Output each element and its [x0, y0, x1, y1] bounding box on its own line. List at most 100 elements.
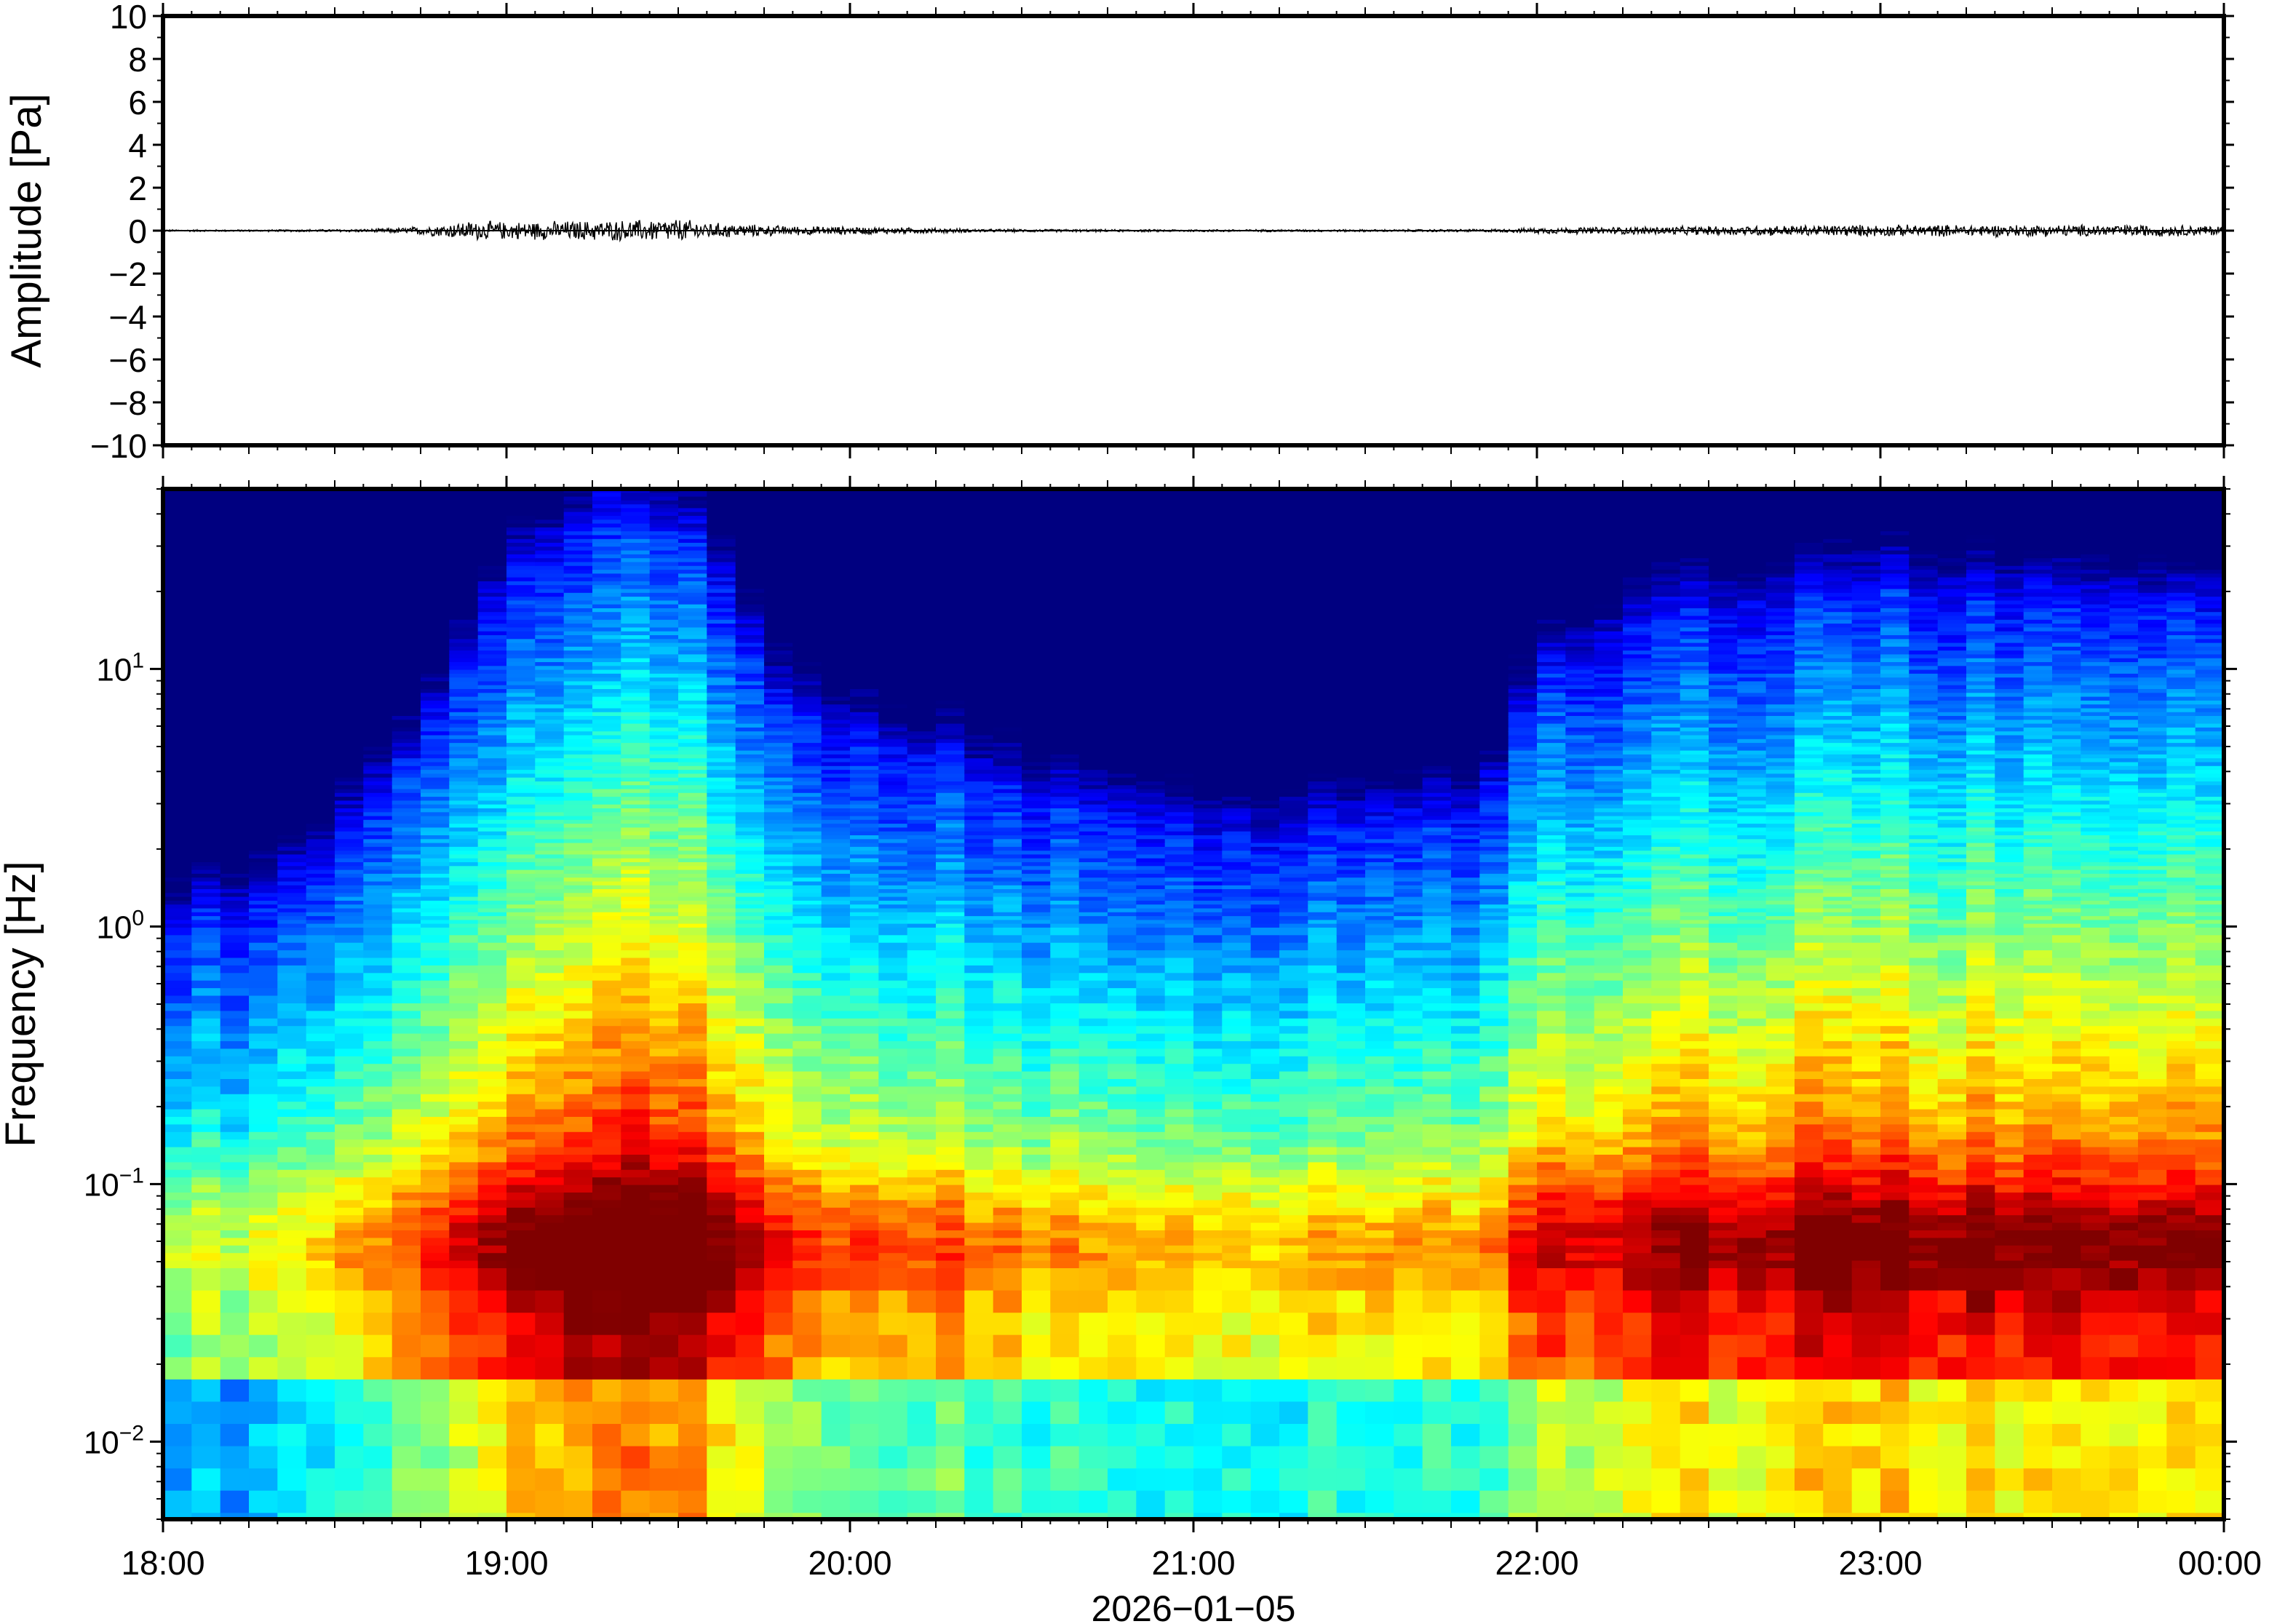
spectrogram-cell: [850, 935, 880, 944]
spectrogram-cell: [649, 792, 679, 797]
spectrogram-cell: [563, 797, 593, 802]
spectrogram-cell: [421, 893, 450, 898]
spectrogram-cell: [735, 804, 765, 809]
spectrogram-cell: [449, 604, 479, 609]
spectrogram-cell: [707, 1131, 736, 1140]
spectrogram-cell: [249, 731, 279, 736]
spectrogram-cell: [421, 1268, 450, 1291]
spectrogram-cell: [220, 1086, 250, 1095]
spectrogram-cell: [649, 916, 679, 921]
spectrogram-cell: [792, 1222, 822, 1231]
spectrogram-cell: [764, 512, 794, 517]
spectrogram-cell: [649, 920, 679, 925]
spectrogram-cell: [277, 873, 307, 878]
spectrogram-cell: [592, 1139, 622, 1148]
spectrogram-cell: [735, 619, 765, 624]
spectrogram-cell: [535, 1162, 565, 1171]
spectrogram-cell: [735, 1018, 765, 1027]
spectrogram-cell: [421, 1238, 450, 1246]
spectrogram-cell: [421, 973, 450, 982]
spectrogram-cell: [707, 1446, 736, 1469]
spectrogram-cell: [735, 900, 765, 905]
spectrogram-cell: [477, 1064, 507, 1072]
spectrogram-cell: [449, 927, 479, 936]
spectrogram-cell: [764, 995, 794, 1004]
spectrogram-cell: [563, 889, 593, 894]
spectrogram-cell: [621, 735, 651, 740]
spectrogram-cell: [621, 1094, 651, 1102]
spectrogram-cell: [649, 496, 679, 501]
spectrogram-cell: [678, 1313, 708, 1336]
spectrogram-cell: [363, 973, 393, 982]
spectrogram-cell: [936, 1185, 966, 1193]
spectrogram-cell: [821, 669, 851, 674]
spectrogram-cell: [220, 1102, 250, 1110]
spectrogram-cell: [163, 781, 193, 787]
spectrogram-cell: [735, 597, 765, 602]
spectrogram-cell: [335, 1207, 365, 1216]
spectrogram-cell: [735, 827, 765, 832]
spectrogram-cell: [392, 624, 421, 629]
spectrogram-cell: [707, 995, 736, 1004]
spectrogram-cell: [878, 646, 908, 651]
spectrogram-cell: [907, 1139, 937, 1148]
spectrogram-cell: [506, 681, 536, 686]
spectrogram-cell: [392, 581, 421, 586]
spectrogram-cell: [506, 1215, 536, 1224]
spectrogram-cell: [277, 1131, 307, 1140]
spectrogram-cell: [592, 866, 622, 871]
spectrogram-cell: [306, 950, 335, 959]
spectrogram-cell: [191, 739, 221, 744]
spectrogram-cell: [850, 1041, 880, 1050]
spectrogram-cell: [306, 816, 335, 821]
spectrogram-cell: [678, 685, 708, 690]
spectrogram-cell: [707, 616, 736, 621]
spectrogram-cell: [850, 1379, 880, 1403]
spectrogram-cell: [449, 935, 479, 944]
spectrogram-cell: [335, 995, 365, 1004]
spectrogram-cell: [449, 877, 479, 883]
spectrogram-cell: [421, 885, 450, 890]
spectrogram-cell: [707, 873, 736, 878]
spectrogram-cell: [878, 592, 908, 597]
spectrogram-cell: [563, 819, 593, 824]
spectrogram-cell: [477, 604, 507, 609]
spectrogram-cell: [563, 1162, 593, 1171]
spectrogram-cell: [335, 927, 365, 936]
spectrogram-cell: [392, 1207, 421, 1216]
spectrogram-cell: [592, 600, 622, 605]
spectrogram-cell: [335, 851, 365, 856]
spectrogram-cell: [306, 900, 335, 905]
spectrogram-cell: [163, 669, 193, 674]
spectrogram-cell: [592, 689, 622, 694]
spectrogram-cell: [936, 770, 966, 775]
spectrogram-cell: [821, 812, 851, 817]
spectrogram-cell: [363, 1102, 393, 1110]
waveform-y-tick-label: −6: [109, 341, 147, 379]
spectrogram-cell: [392, 1018, 421, 1027]
spectrogram-cell: [220, 773, 250, 779]
spectrogram-cell: [850, 696, 880, 701]
spectrogram-cell: [621, 489, 651, 494]
spectrogram-cell: [191, 624, 221, 629]
spectrogram-cell: [621, 785, 651, 790]
spectrogram-cell: [907, 562, 937, 567]
spectrogram-cell: [764, 1379, 794, 1403]
spectrogram-cell: [306, 1071, 335, 1080]
spectrogram-cell: [678, 716, 708, 721]
spectrogram-cell: [735, 666, 765, 671]
spectrogram-cell: [936, 589, 966, 594]
waveform-frame: [161, 14, 2226, 447]
spectrogram-cell: [220, 1177, 250, 1186]
spectrogram-cell: [191, 1253, 221, 1262]
spectrogram-cell: [621, 612, 651, 617]
spectrogram-cell: [764, 866, 794, 871]
spectrogram-cell: [449, 846, 479, 851]
spectrogram-cell: [678, 920, 708, 925]
spectrogram-cell: [277, 1222, 307, 1231]
spectrogram-cell: [506, 1003, 536, 1012]
spectrogram-cell: [792, 866, 822, 871]
spectrogram-cell: [477, 635, 507, 640]
spectrogram-cell: [249, 500, 279, 505]
spectrogram-cell: [764, 1162, 794, 1171]
